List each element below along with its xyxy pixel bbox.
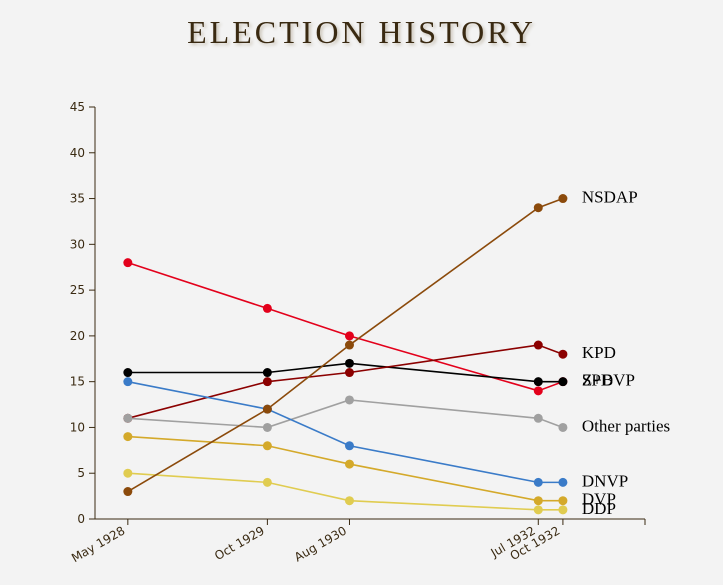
point xyxy=(123,468,133,478)
point xyxy=(344,496,354,506)
point xyxy=(262,377,272,387)
series: DDP xyxy=(123,468,616,518)
point xyxy=(123,487,133,497)
point xyxy=(262,477,272,487)
point xyxy=(533,340,543,350)
point xyxy=(123,377,133,387)
series-label: NSDAP xyxy=(582,187,638,206)
y-tick-label: 40 xyxy=(70,146,85,160)
x-tick-label: Aug 1930 xyxy=(292,523,349,564)
line xyxy=(127,344,564,420)
line xyxy=(127,399,564,429)
series-label: Other parties xyxy=(582,416,670,435)
y-tick-label: 0 xyxy=(77,512,85,526)
point xyxy=(533,377,543,387)
point xyxy=(344,358,354,368)
line xyxy=(127,380,563,484)
point xyxy=(262,441,272,451)
series-label: SPD xyxy=(582,371,613,390)
point xyxy=(558,349,568,359)
series-label: Z+BVP xyxy=(582,371,635,390)
point xyxy=(558,477,568,487)
series: Z+BVP xyxy=(123,358,635,390)
series: DNVP xyxy=(123,377,628,490)
point xyxy=(533,477,543,487)
point xyxy=(123,413,133,423)
chart-title: ELECTION HISTORY xyxy=(187,14,536,50)
y-tick-label: 35 xyxy=(70,192,85,206)
point xyxy=(558,377,568,387)
y-tick-label: 45 xyxy=(70,100,85,114)
series: SPD xyxy=(123,258,613,396)
series: DVP xyxy=(123,432,616,509)
point xyxy=(558,496,568,506)
chart: 0 5 10 15 20 25 30 35 40 45 May 1928 Oct 1929 Aug 19… xyxy=(69,100,670,565)
y-tick-label: 25 xyxy=(70,283,85,297)
point xyxy=(123,258,133,268)
point xyxy=(344,340,354,350)
y-tick-label: 20 xyxy=(70,329,85,343)
point xyxy=(344,459,354,469)
point xyxy=(558,194,568,204)
series-label: DNVP xyxy=(582,471,628,490)
line xyxy=(127,472,563,511)
point xyxy=(533,386,543,396)
series-label: KPD xyxy=(582,343,616,362)
series-label: DVP xyxy=(582,490,616,509)
point xyxy=(344,441,354,451)
y-tick-label: 10 xyxy=(70,420,85,434)
series: KPD xyxy=(123,340,616,423)
point xyxy=(262,404,272,414)
y-tick-label: 15 xyxy=(70,375,85,389)
point xyxy=(262,422,272,432)
point xyxy=(262,303,272,313)
point xyxy=(262,368,272,378)
point xyxy=(123,368,133,378)
point xyxy=(344,331,354,341)
x-tick-label: May 1928 xyxy=(69,523,127,565)
series-label: DDP xyxy=(582,499,616,518)
point xyxy=(533,203,543,213)
point xyxy=(123,432,133,442)
point xyxy=(558,422,568,432)
point xyxy=(533,413,543,423)
y-tick-label: 5 xyxy=(77,466,85,480)
point xyxy=(558,505,568,515)
series: NSDAP xyxy=(123,187,638,497)
series: Other parties xyxy=(123,395,670,435)
point xyxy=(533,496,543,506)
point xyxy=(533,505,543,515)
point xyxy=(344,368,354,378)
point xyxy=(344,395,354,405)
y-tick-label: 30 xyxy=(70,237,85,251)
x-tick-label: Oct 1929 xyxy=(212,523,267,563)
